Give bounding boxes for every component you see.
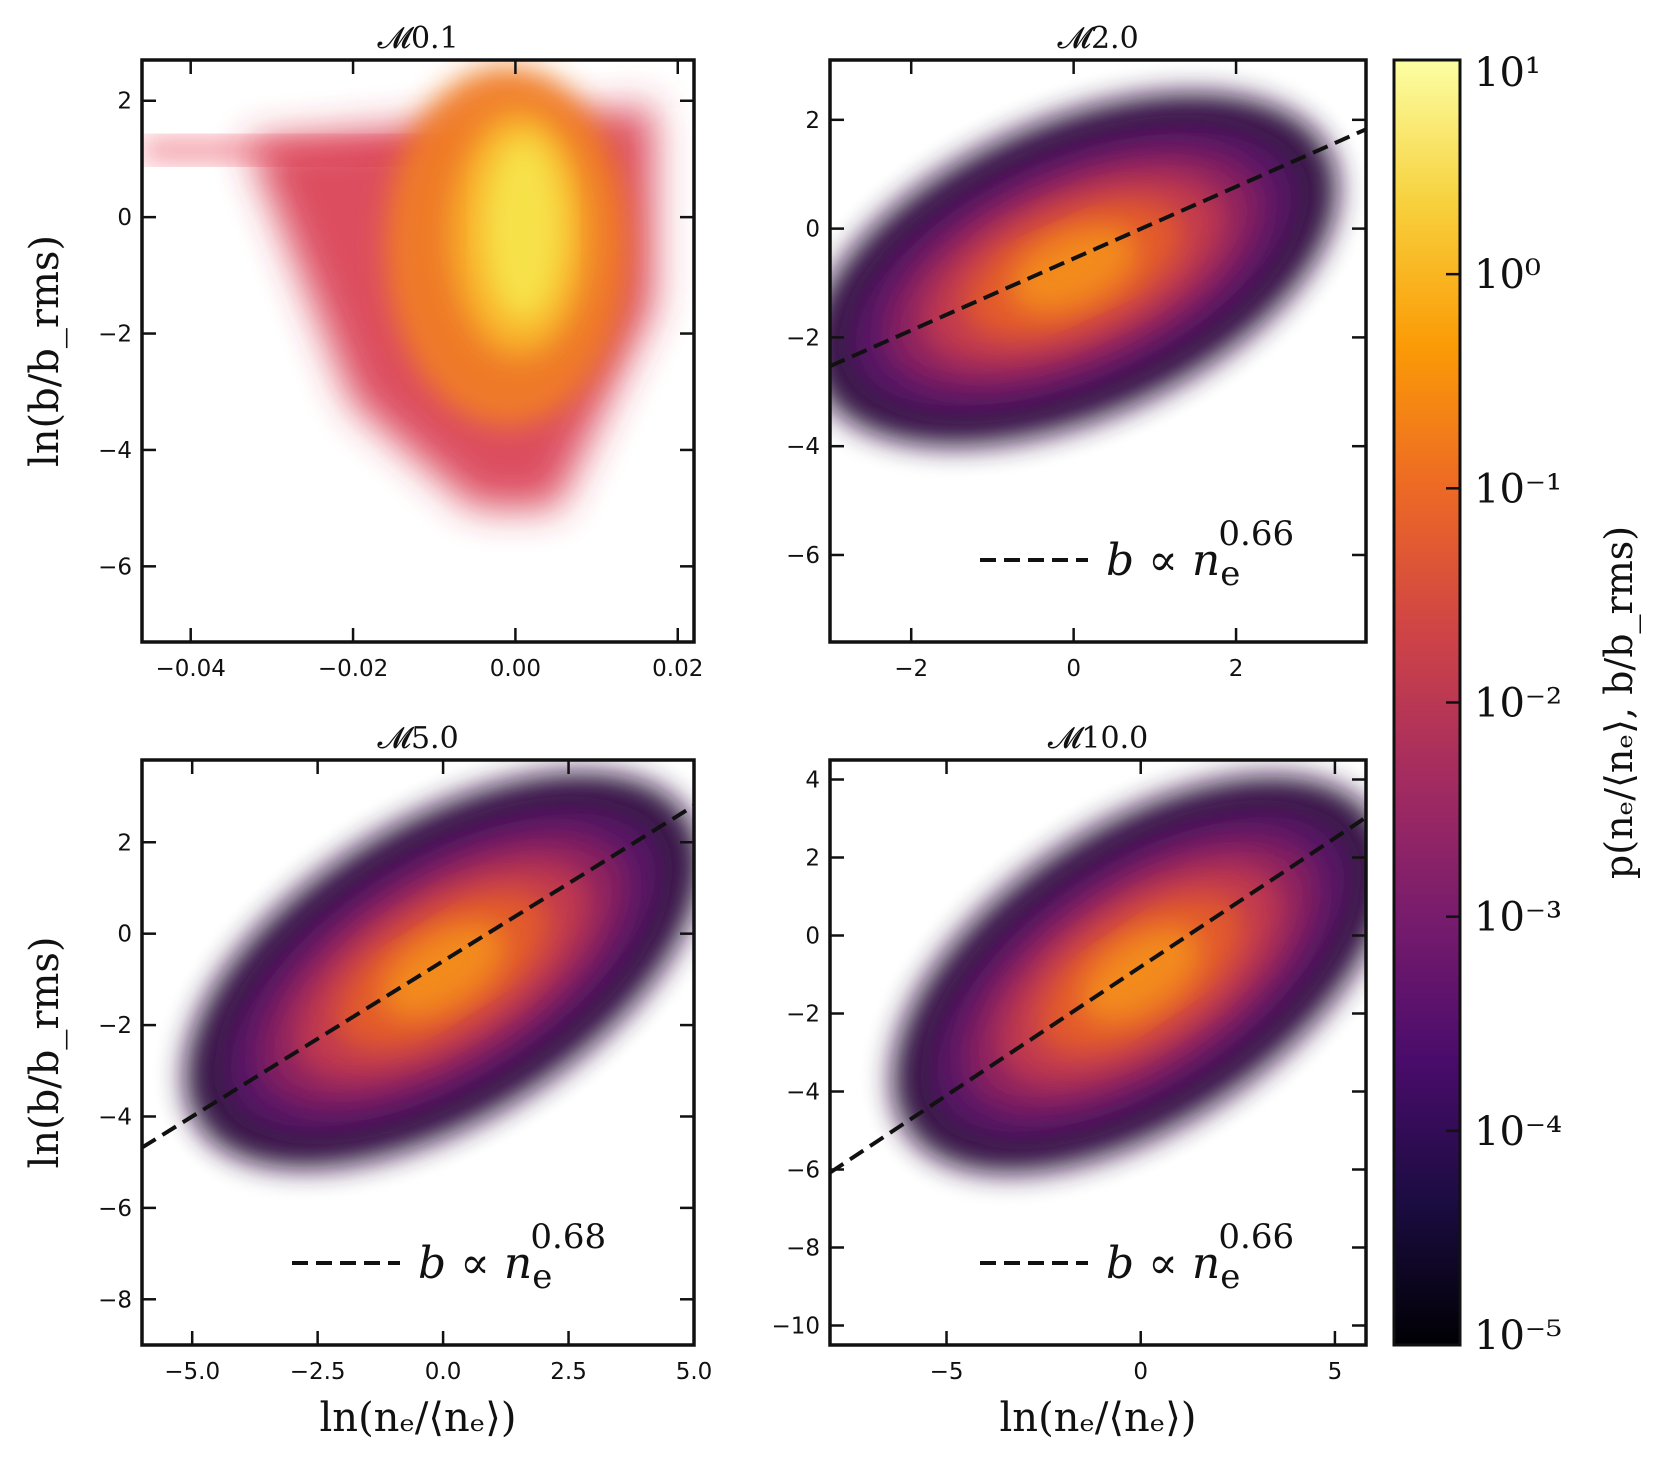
y-tick-label: −10 (771, 1314, 820, 1340)
x-tick-label: −2 (894, 656, 928, 682)
y-tick-label: −2 (786, 1002, 820, 1028)
y-tick-label: −4 (786, 434, 820, 460)
colorbar-tick-label: 10⁻² (1474, 681, 1562, 727)
colorbar: 10¹ 10⁰ 10⁻¹ 10⁻² 10⁻³ 10⁻⁴ 10⁻⁵ p(nₑ/⟨nₑ⟩, b/b… (1392, 50, 1642, 1359)
fit-line (142, 804, 694, 1150)
x-tick-label: 2.5 (550, 1359, 587, 1385)
panel-3: b ∝ ne0.68 −5.0 −2.5 0.0 2.5 5.0 2 0 −2 −4 −6 −8 𝓜5.… (22, 721, 713, 1441)
density-core (380, 922, 506, 1019)
panel-title: 𝓜2.0 (1057, 21, 1138, 56)
y-tick-label: −4 (786, 1080, 820, 1106)
y-tick-label: 0 (805, 217, 820, 243)
y-tick-label: 0 (117, 205, 132, 231)
legend-base: b ∝ n (418, 1238, 532, 1289)
density-map (830, 775, 1366, 1175)
y-tick-label: −8 (98, 1287, 132, 1313)
y-tick-label: 2 (117, 830, 132, 856)
legend-sub: e (532, 1257, 552, 1297)
panel-2: b ∝ ne0.66 −2 0 2 2 0 −2 −4 −6 𝓜2.0 (786, 21, 1368, 682)
x-tick-label: −2.5 (290, 1359, 346, 1385)
y-tick-label: −2 (98, 322, 132, 348)
density-map (142, 65, 654, 509)
y-tick-label: −6 (98, 1196, 132, 1222)
axes-frame (140, 58, 696, 644)
y-tick-label: 0 (117, 922, 132, 948)
x-axis-label: ln(nₑ/⟨nₑ⟩) (320, 1395, 517, 1441)
colorbar-tick-label: 10⁻³ (1474, 895, 1562, 941)
y-tick-label: −4 (98, 1104, 132, 1130)
x-tick-label: 5 (1328, 1359, 1343, 1385)
legend-sup: 0.66 (1218, 514, 1294, 554)
x-tick-label: 0.00 (490, 656, 541, 682)
x-tick-label: −5.0 (164, 1359, 220, 1385)
x-tick-label: −0.02 (318, 656, 388, 682)
x-tick-label: −0.04 (155, 656, 225, 682)
y-tick-label: −6 (786, 1158, 820, 1184)
legend-label: b ∝ ne0.66 (1106, 514, 1294, 594)
axes-frame (828, 758, 1368, 1347)
colorbar-tick-label: 10⁻⁴ (1474, 1109, 1562, 1155)
panel-title: 𝓜10.0 (1048, 721, 1148, 756)
density-core (1010, 226, 1138, 313)
colorbar-tick-label: 10⁻⁵ (1474, 1313, 1562, 1359)
y-tick-label: 4 (805, 768, 820, 794)
legend-label: b ∝ ne0.66 (1106, 1217, 1294, 1297)
axes-frame (828, 58, 1368, 644)
axes-frame (140, 758, 696, 1347)
y-tick-label: 2 (805, 846, 820, 872)
panels: −0.04 −0.02 0.00 0.0220−2−4−6𝓜0.1ln(b/b_rms… (22, 21, 1368, 1441)
y-tick-label: −2 (98, 1013, 132, 1039)
legend-base: b ∝ n (1106, 1238, 1220, 1289)
x-tick-label: 0 (1066, 656, 1081, 682)
y-tick-label: −6 (786, 543, 820, 569)
y-tick-label: 0 (805, 924, 820, 950)
legend-base: b ∝ n (1106, 535, 1220, 586)
y-tick-label: −8 (786, 1236, 820, 1262)
y-tick-label: −4 (98, 438, 132, 464)
legend-label: b ∝ ne0.68 (418, 1217, 606, 1297)
legend-sub: e (1220, 554, 1240, 594)
x-tick-label: −5 (930, 1359, 964, 1385)
y-axis-label: ln(b/b_rms) (22, 235, 68, 467)
x-tick-label: 2 (1229, 656, 1244, 682)
panel-4: b ∝ ne0.66 −5 0 5 4 2 0 −2 −4 −6 −8 −10 𝓜10.0 ln(nₑ/⟨… (771, 721, 1368, 1441)
x-tick-label: 5.0 (676, 1359, 713, 1385)
x-tick-label: 0.0 (425, 1359, 462, 1385)
y-tick-label: 2 (117, 89, 132, 115)
legend-sup: 0.66 (1218, 1217, 1294, 1257)
density-core (482, 135, 565, 322)
x-axis-label: ln(nₑ/⟨nₑ⟩) (1000, 1395, 1197, 1441)
colorbar-tick-label: 10⁰ (1474, 252, 1541, 298)
panel-title: 𝓜0.1 (377, 21, 458, 56)
y-tick-label: 2 (805, 108, 820, 134)
density-map (142, 771, 694, 1169)
panel-title: 𝓜5.0 (377, 721, 458, 756)
fit-line (830, 127, 1366, 369)
y-tick-label: −6 (98, 554, 132, 580)
legend-sub: e (1220, 1257, 1240, 1297)
colorbar-tick-label: 10⁻¹ (1474, 466, 1562, 512)
y-axis-label: ln(b/b_rms) (22, 936, 68, 1168)
density-core (1080, 926, 1201, 1023)
panel-1: −0.04 −0.02 0.00 0.02 2 0 −2 −4 −6 𝓜0.1 ln(b/b_rms… (22, 21, 703, 682)
colorbar-tick-label: 10¹ (1474, 50, 1541, 96)
legend-sup: 0.68 (530, 1217, 606, 1257)
colorbar-label: p(nₑ/⟨nₑ⟩, b/b_rms) (1597, 526, 1642, 879)
x-tick-label: 0 (1133, 1359, 1148, 1385)
density-map (830, 92, 1366, 447)
y-tick-label: −2 (786, 325, 820, 351)
fit-line (830, 815, 1366, 1175)
x-tick-label: 0.02 (652, 656, 703, 682)
